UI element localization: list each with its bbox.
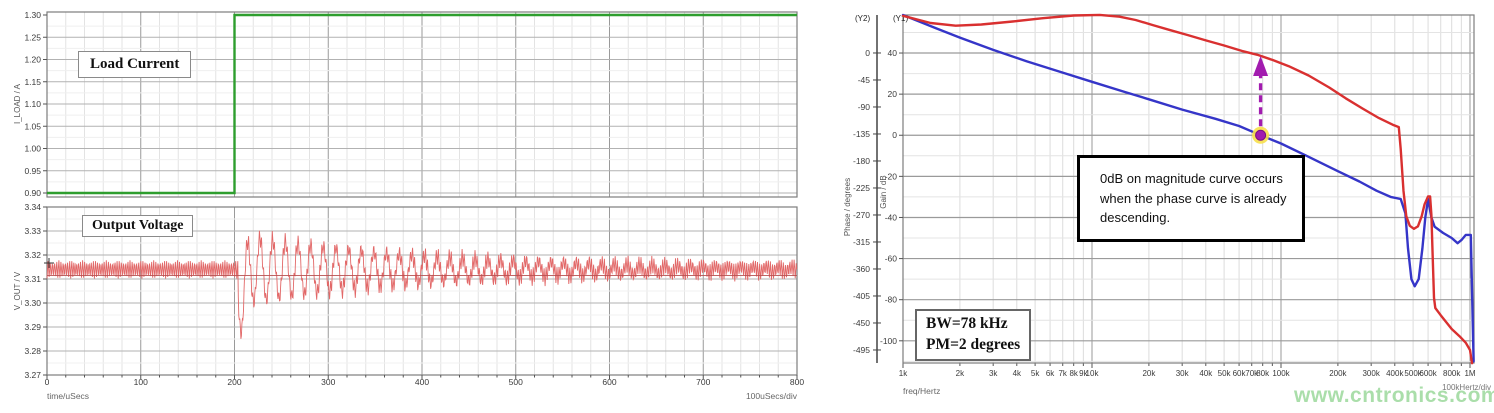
svg-text:1.10: 1.10 <box>24 99 41 109</box>
svg-text:500k: 500k <box>1404 369 1422 378</box>
svg-text:-225: -225 <box>853 183 870 193</box>
bode-annotation-box: 0dB on magnitude curve occurs when the p… <box>1077 155 1305 242</box>
svg-text:5k: 5k <box>1031 369 1040 378</box>
svg-text:-450: -450 <box>853 318 870 328</box>
svg-text:30k: 30k <box>1176 369 1190 378</box>
svg-text:200k: 200k <box>1329 369 1347 378</box>
svg-text:40: 40 <box>888 48 898 58</box>
svg-text:3.32: 3.32 <box>24 250 41 260</box>
svg-text:-90: -90 <box>858 102 871 112</box>
svg-text:70k: 70k <box>1245 369 1259 378</box>
svg-text:60k: 60k <box>1233 369 1247 378</box>
svg-text:I_LOAD / A: I_LOAD / A <box>13 83 22 124</box>
svg-text:800k: 800k <box>1443 369 1461 378</box>
svg-text:3.33: 3.33 <box>24 226 41 236</box>
svg-text:80k: 80k <box>1256 369 1270 378</box>
svg-text:1.25: 1.25 <box>24 32 41 42</box>
svg-text:3.30: 3.30 <box>24 298 41 308</box>
svg-text:1.15: 1.15 <box>24 77 41 87</box>
svg-text:-495: -495 <box>853 345 870 355</box>
svg-text:3.31: 3.31 <box>24 274 41 284</box>
svg-text:9k: 9k <box>1079 369 1088 378</box>
svg-text:-270: -270 <box>853 210 870 220</box>
svg-text:(Y1): (Y1) <box>893 14 908 23</box>
svg-text:freq/Hertz: freq/Hertz <box>903 386 940 396</box>
svg-text:3.29: 3.29 <box>24 322 41 332</box>
svg-text:1M: 1M <box>1464 369 1475 378</box>
phase-margin-value: PM=2 degrees <box>926 335 1021 353</box>
svg-text:400k: 400k <box>1386 369 1404 378</box>
svg-text:700: 700 <box>696 377 710 387</box>
svg-text:7k: 7k <box>1058 369 1067 378</box>
output-voltage-label: Output Voltage <box>82 215 194 237</box>
svg-text:0.90: 0.90 <box>24 188 41 198</box>
svg-text:time/uSecs: time/uSecs <box>47 391 89 401</box>
svg-text:1.20: 1.20 <box>24 55 41 65</box>
svg-text:0.95: 0.95 <box>24 166 41 176</box>
svg-text:-80: -80 <box>885 295 898 305</box>
bw-pm-box: BW=78 kHz PM=2 degrees <box>915 309 1032 361</box>
svg-text:600: 600 <box>602 377 616 387</box>
svg-text:-40: -40 <box>885 212 898 222</box>
svg-text:-405: -405 <box>853 291 870 301</box>
svg-text:50k: 50k <box>1218 369 1232 378</box>
bandwidth-value: BW=78 kHz <box>926 315 1008 332</box>
svg-text:0: 0 <box>892 130 897 140</box>
svg-text:V_OUT / V: V_OUT / V <box>13 271 22 310</box>
svg-text:3k: 3k <box>989 369 998 378</box>
svg-text:300k: 300k <box>1362 369 1380 378</box>
svg-text:1.30: 1.30 <box>24 10 41 20</box>
svg-text:-135: -135 <box>853 129 870 139</box>
svg-text:800: 800 <box>790 377 804 387</box>
svg-text:Gain / dB: Gain / dB <box>879 175 888 208</box>
svg-text:(Y2): (Y2) <box>855 14 870 23</box>
svg-text:2k: 2k <box>956 369 965 378</box>
svg-text:40k: 40k <box>1199 369 1213 378</box>
svg-text:1.00: 1.00 <box>24 144 41 154</box>
svg-text:-315: -315 <box>853 237 870 247</box>
svg-text:3.34: 3.34 <box>24 202 41 212</box>
svg-text:-180: -180 <box>853 156 870 166</box>
svg-text:100k: 100k <box>1272 369 1290 378</box>
svg-text:100: 100 <box>134 377 148 387</box>
svg-text:20: 20 <box>888 89 898 99</box>
svg-text:6k: 6k <box>1046 369 1055 378</box>
svg-text:-20: -20 <box>885 171 898 181</box>
svg-text:4k: 4k <box>1013 369 1022 378</box>
svg-text:600k: 600k <box>1419 369 1437 378</box>
watermark: www.cntronics.com <box>1294 384 1494 407</box>
svg-text:100kHertz/div: 100kHertz/div <box>1442 383 1491 392</box>
svg-text:-45: -45 <box>858 75 871 85</box>
svg-text:200: 200 <box>227 377 241 387</box>
svg-text:20k: 20k <box>1142 369 1156 378</box>
svg-text:1k: 1k <box>899 369 908 378</box>
svg-text:10k: 10k <box>1086 369 1100 378</box>
svg-text:300: 300 <box>321 377 335 387</box>
svg-text:400: 400 <box>415 377 429 387</box>
svg-text:0: 0 <box>45 377 50 387</box>
svg-text:-360: -360 <box>853 264 870 274</box>
svg-text:0: 0 <box>865 48 870 58</box>
load-current-label: Load Current <box>78 51 192 78</box>
svg-text:3.28: 3.28 <box>24 346 41 356</box>
svg-text:8k: 8k <box>1069 369 1078 378</box>
svg-text:1.05: 1.05 <box>24 121 41 131</box>
svg-text:-100: -100 <box>880 336 897 346</box>
svg-text:500: 500 <box>509 377 523 387</box>
svg-text:100uSecs/div: 100uSecs/div <box>746 391 798 401</box>
svg-text:-60: -60 <box>885 254 898 264</box>
svg-text:Phase / degrees: Phase / degrees <box>843 178 852 236</box>
svg-text:3.27: 3.27 <box>24 370 41 380</box>
